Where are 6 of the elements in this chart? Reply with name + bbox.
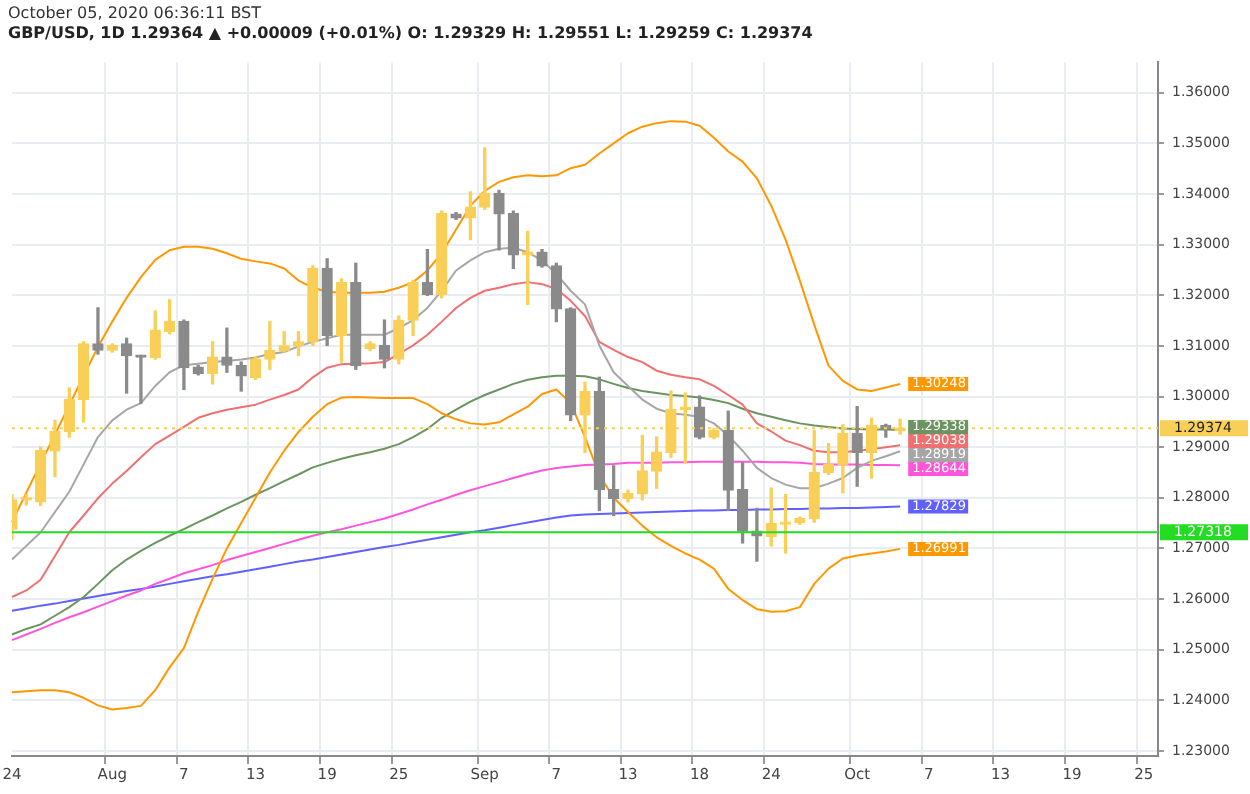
candlestick bbox=[135, 354, 147, 404]
candlestick bbox=[264, 320, 276, 370]
candlestick bbox=[221, 327, 233, 373]
chart-title: GBP/USD, 1D 1.29364 ▲ +0.00009 (+0.01%) O: 1.29329 H: 1.29551 L: 1.29259 C: 1.29374 bbox=[8, 24, 813, 44]
text: October 05, 2020 06:36:11 BST bbox=[8, 4, 264, 24]
candlestick bbox=[92, 307, 104, 355]
